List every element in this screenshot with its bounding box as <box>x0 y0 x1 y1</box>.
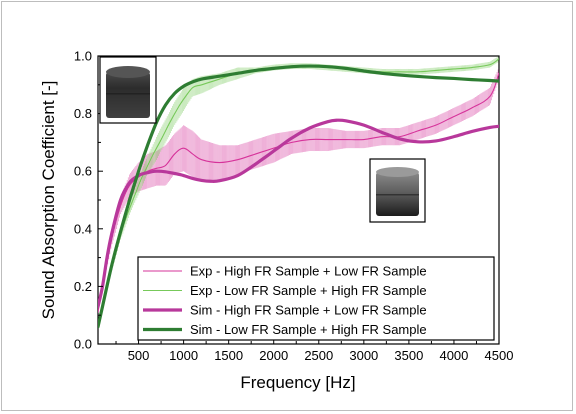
y-axis-title: Sound Absorption Coefficient [-] <box>39 81 58 320</box>
x-tick-label: 1000 <box>169 348 198 363</box>
y-tick-label: 0.2 <box>74 279 92 294</box>
series-line-4 <box>98 64 499 329</box>
legend-label: Sim - Low FR Sample + High FR Sample <box>190 322 427 337</box>
x-tick-label: 3500 <box>394 348 423 363</box>
x-tick-label: 3000 <box>349 348 378 363</box>
legend-label: Exp - High FR Sample + Low FR Sample <box>190 264 427 279</box>
y-tick-label: 0.6 <box>74 164 92 179</box>
legend-label: Exp - Low FR Sample + High FR Sample <box>190 283 427 298</box>
series-line-3 <box>98 118 499 309</box>
x-tick-label: 500 <box>128 348 150 363</box>
sample-photo-bottom-right <box>369 158 426 223</box>
x-tick-label: 2500 <box>304 348 333 363</box>
y-tick-label: 0.8 <box>74 106 92 121</box>
y-tick-label: 0.4 <box>74 221 92 236</box>
y-tick-label: 0.0 <box>74 337 92 352</box>
legend-label: Sim - High FR Sample + Low FR Sample <box>190 303 427 318</box>
legend: Exp - High FR Sample + Low FR Sample Exp … <box>137 256 495 341</box>
x-tick-label: 4500 <box>485 348 514 363</box>
x-axis-title: Frequency [Hz] <box>240 373 355 392</box>
x-tick-label: 1500 <box>214 348 243 363</box>
sample-photo-top-left <box>99 56 157 124</box>
x-tick-label: 4000 <box>439 348 468 363</box>
x-tick-label: 2000 <box>259 348 288 363</box>
y-tick-label: 1.0 <box>74 49 92 64</box>
